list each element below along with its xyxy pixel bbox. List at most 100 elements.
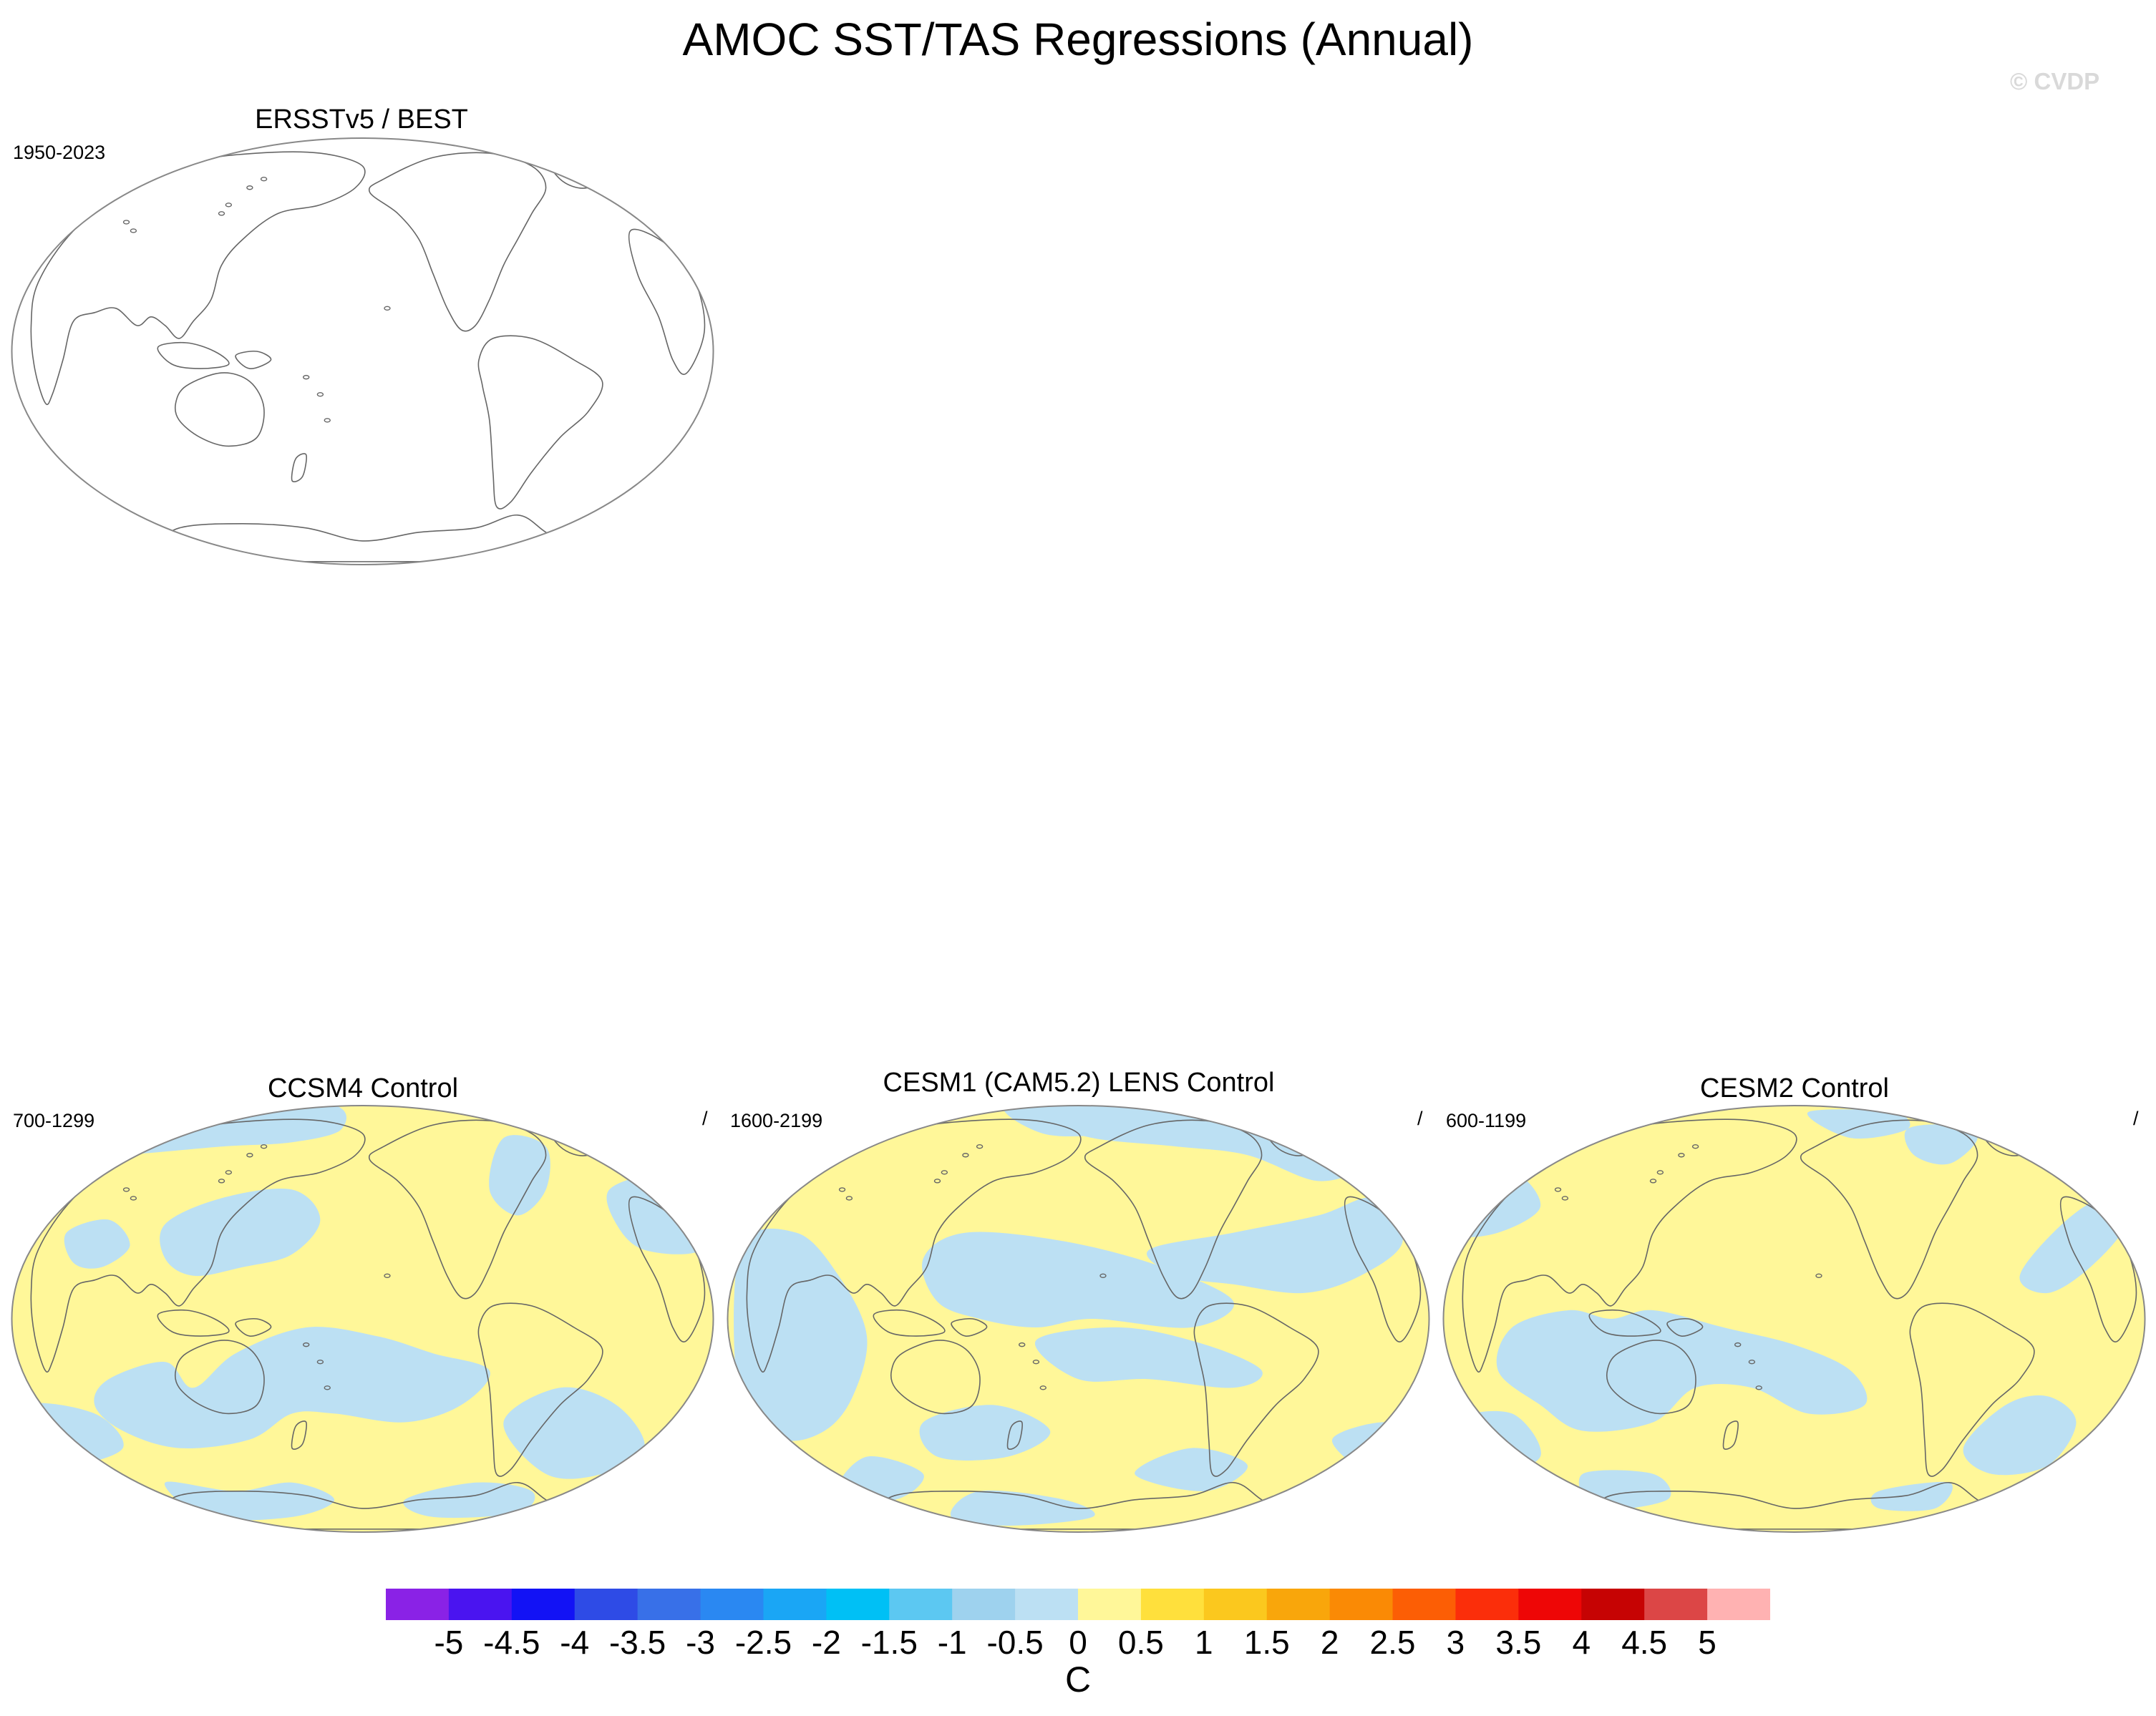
colorbar-swatch	[826, 1589, 890, 1620]
colorbar-swatch	[448, 1589, 513, 1620]
colorbar-tick-label: -3	[686, 1624, 715, 1661]
colorbar-tick-label: 1.5	[1243, 1624, 1290, 1661]
negative-anomaly-region	[1146, 1197, 1403, 1294]
colorbar-swatch	[700, 1589, 764, 1620]
negative-anomaly-region	[1904, 1124, 1978, 1165]
colorbar	[386, 1589, 1770, 1620]
coastline	[873, 1309, 946, 1337]
island	[1554, 1187, 1562, 1192]
colorbar-swatch	[1015, 1589, 1079, 1620]
colorbar-swatch	[889, 1589, 953, 1620]
coastline	[157, 341, 230, 369]
colorbar-tick-label: -2.5	[734, 1624, 792, 1661]
island	[1691, 1144, 1699, 1149]
negative-anomaly-region	[557, 1491, 633, 1522]
island	[246, 185, 253, 190]
colorbar-tick-label: 2.5	[1369, 1624, 1416, 1661]
island	[122, 220, 130, 225]
island	[1734, 1342, 1742, 1347]
island	[316, 1360, 324, 1365]
coastline	[105, 514, 620, 562]
island	[976, 1144, 984, 1149]
island	[1039, 1385, 1047, 1390]
coastline	[235, 1318, 272, 1337]
colorbar-tick-label: 3.5	[1495, 1624, 1542, 1661]
island	[845, 1196, 853, 1201]
colorbar-swatch	[574, 1589, 638, 1620]
colorbar-tick-label: 2	[1320, 1624, 1339, 1661]
island	[303, 374, 310, 380]
negative-anomaly-region	[922, 1232, 1235, 1328]
island	[941, 1170, 948, 1175]
island	[218, 211, 225, 216]
island	[838, 1187, 846, 1192]
coastline	[628, 228, 706, 375]
colorbar-swatch	[763, 1589, 827, 1620]
negative-anomaly-region	[734, 1228, 868, 1441]
colorbar-swatch	[1707, 1589, 1770, 1620]
panel-title-obs: ERSSTv5 / BEST	[255, 104, 468, 135]
coastline	[1193, 1302, 1319, 1477]
negative-anomaly-region	[1496, 1310, 1868, 1432]
island	[933, 1179, 941, 1184]
negative-anomaly-region	[64, 1219, 130, 1269]
negative-anomaly-region	[1963, 1395, 2077, 1476]
coastline	[174, 372, 265, 447]
island	[122, 1187, 130, 1192]
coastline	[951, 1318, 988, 1337]
colorbar-swatch	[1518, 1589, 1582, 1620]
colorbar-swatch	[637, 1589, 701, 1620]
panel-title-cesm2: CESM2 Control	[1700, 1073, 1889, 1103]
map-border	[1442, 1105, 2146, 1533]
colorbar-tick-label: -2	[811, 1624, 841, 1661]
colorbar-tick-label: 0.5	[1117, 1624, 1164, 1661]
coastline	[157, 1309, 230, 1337]
negative-anomaly-region	[919, 1405, 1051, 1461]
island	[130, 1196, 137, 1201]
panel-years-cesm1: 1600-2199	[730, 1110, 823, 1131]
colorbar-tick-label: -0.5	[986, 1624, 1044, 1661]
colorbar-swatch	[1644, 1589, 1708, 1620]
coastline	[543, 145, 618, 189]
map-border	[11, 137, 714, 565]
negative-anomaly-region	[94, 1327, 490, 1448]
panel-slash-cesm1: /	[1417, 1108, 1423, 1129]
colorbar-tick-label: 0	[1069, 1624, 1087, 1661]
colorbar-tick-label: 5	[1698, 1624, 1716, 1661]
colorbar-swatch	[1140, 1589, 1205, 1620]
island	[1649, 1179, 1657, 1184]
coastline	[30, 1118, 366, 1373]
negative-anomaly-region	[1034, 1327, 1263, 1388]
coastline	[291, 1420, 307, 1450]
island	[1656, 1170, 1664, 1175]
coastline	[890, 1340, 981, 1415]
island	[316, 392, 324, 397]
coastline	[1006, 1420, 1023, 1450]
coastline	[1588, 1309, 1661, 1337]
colorbar-swatch	[1581, 1589, 1645, 1620]
panel-slash-cesm2: /	[2133, 1108, 2139, 1129]
coastline	[1606, 1340, 1696, 1415]
panel-title-cesm1: CESM1 (CAM5.2) LENS Control	[883, 1068, 1275, 1098]
colorbar-tick-label: -3.5	[608, 1624, 666, 1661]
colorbar-tick-label: -1	[937, 1624, 967, 1661]
island	[1019, 1342, 1026, 1347]
coastline	[174, 1340, 265, 1415]
island	[260, 177, 268, 182]
negative-anomaly-region	[503, 1387, 645, 1479]
colorbar-tick-label: 3	[1446, 1624, 1465, 1661]
colorbar-tick-label: -1.5	[860, 1624, 918, 1661]
island	[130, 228, 137, 233]
colorbar-swatch	[386, 1589, 450, 1620]
coastline	[477, 335, 603, 510]
island	[1032, 1360, 1040, 1365]
negative-anomaly-region	[160, 1188, 321, 1277]
island	[1815, 1273, 1822, 1279]
colorbar-swatch	[1329, 1589, 1394, 1620]
island	[384, 306, 391, 311]
colorbar-swatch	[952, 1589, 1016, 1620]
world-map-cesm2	[1442, 1105, 2146, 1533]
coastline	[1462, 1118, 1797, 1373]
watermark: © CVDP	[2010, 68, 2100, 94]
colorbar-swatch	[1392, 1589, 1456, 1620]
